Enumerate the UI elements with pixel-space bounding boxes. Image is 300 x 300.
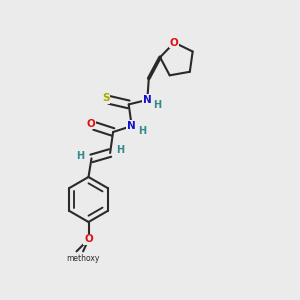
Text: S: S [102,93,109,103]
Text: O: O [86,118,95,129]
Text: H: H [153,100,162,110]
Text: N: N [127,121,136,131]
Text: O: O [170,38,179,48]
Text: N: N [143,95,152,105]
Text: H: H [76,151,84,161]
Text: O: O [84,234,93,244]
Text: methoxy: methoxy [66,254,100,263]
Text: H: H [138,126,146,136]
Text: H: H [116,145,124,155]
